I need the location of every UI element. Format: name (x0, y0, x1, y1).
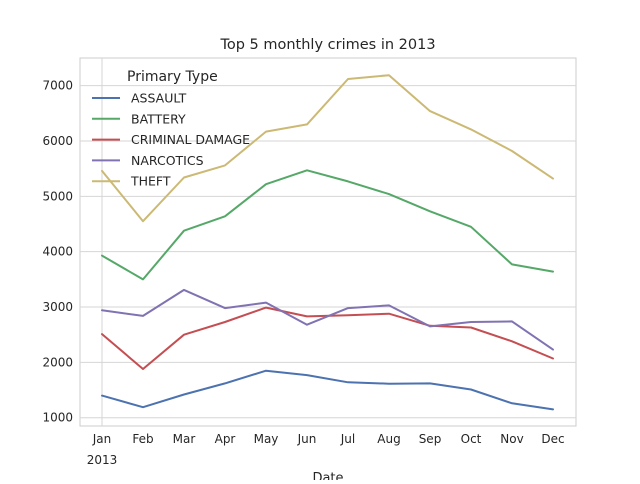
x-tick-label: Nov (500, 432, 523, 446)
x-tick-label: Jan (92, 432, 112, 446)
x-axis-label: Date (312, 471, 343, 480)
legend-title: Primary Type (127, 69, 218, 85)
series-line-battery (101, 169, 554, 281)
plot-area (79, 57, 577, 427)
legend-label-battery: BATTERY (131, 111, 186, 126)
series-line-narcotics (101, 288, 554, 351)
plot-frame (79, 57, 577, 427)
legend-label-assault: ASSAULT (131, 91, 187, 106)
y-tick-label: 3000 (42, 300, 73, 314)
y-tick-label: 4000 (42, 245, 73, 259)
series-lines (101, 74, 554, 411)
x-tick-label: Mar (173, 432, 196, 446)
series-line-theft (101, 74, 554, 223)
x-tick-label: Feb (132, 432, 153, 446)
y-tick-label: 2000 (42, 355, 73, 369)
x-tick-label: Apr (215, 432, 236, 446)
x-tick-label: May (254, 432, 279, 446)
legend-label-criminal-damage: CRIMINAL DAMAGE (131, 132, 250, 147)
x-tick-label: Aug (377, 432, 400, 446)
y-tick-label: 1000 (42, 411, 73, 425)
series-line-assault (101, 369, 554, 411)
y-tick-label: 7000 (42, 79, 73, 93)
x-axis-ticks: Jan Feb Mar Apr May Jun Jul Aug Sep Oct Nov Dec (92, 432, 565, 446)
x-tick-label: Oct (461, 432, 482, 446)
legend: Primary Type ASSAULT BATTERY CRIMINAL DAMA… (92, 69, 250, 189)
x-tick-label: Sep (419, 432, 442, 446)
x-year-label: 2013 (87, 453, 118, 467)
y-tick-label: 5000 (42, 189, 73, 203)
x-tick-label: Jul (340, 432, 355, 446)
y-axis-ticks: 1000 2000 3000 4000 5000 6000 7000 (42, 79, 73, 425)
legend-label-narcotics: NARCOTICS (131, 153, 204, 168)
legend-items: ASSAULT BATTERY CRIMINAL DAMAGE NARCOTICS TH… (92, 91, 250, 189)
x-tick-label: Jun (297, 432, 317, 446)
y-tick-label: 6000 (42, 134, 73, 148)
x-tick-label: Dec (541, 432, 564, 446)
legend-label-theft: THEFT (130, 174, 171, 189)
chart-title: Top 5 monthly crimes in 2013 (219, 37, 435, 53)
